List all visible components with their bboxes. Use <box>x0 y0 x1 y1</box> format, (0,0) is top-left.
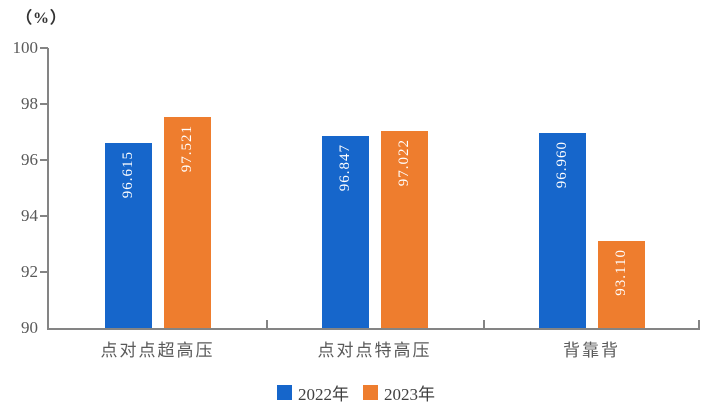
bar-value-label-wrap: 96.960 <box>539 141 586 188</box>
legend-item-2022年: 2022年 <box>277 380 349 405</box>
legend-item-2023年: 2023年 <box>363 380 435 405</box>
bar-value-label-wrap: 97.521 <box>164 125 211 172</box>
bar-2022年-背靠背: 96.960 <box>538 133 586 328</box>
bar-2023年-点对点特高压: 97.022 <box>380 131 428 328</box>
plot-area: 90 92 94 96 98 100 96.615 97.521 点对点超高压 96.847 97.… <box>13 39 700 360</box>
x-axis-category-label: 点对点超高压 <box>100 341 215 360</box>
bar-value-label: 93.110 <box>612 248 629 296</box>
y-axis-tick <box>40 47 48 49</box>
y-axis-tick <box>40 271 48 273</box>
y-axis-tick-label: 92 <box>21 262 38 281</box>
bar-value-label-wrap: 97.022 <box>381 139 428 186</box>
bar-value-label-wrap: 93.110 <box>598 249 645 296</box>
bar-value-label: 96.615 <box>119 150 136 199</box>
bar-value-label: 97.022 <box>395 139 412 187</box>
bar-value-label-wrap: 96.615 <box>105 151 152 198</box>
y-axis-unit-label: （%） <box>16 10 68 27</box>
legend-label: 2023年 <box>384 385 435 404</box>
y-axis-tick-label: 94 <box>21 206 38 225</box>
x-axis-boundary-tick <box>698 320 700 328</box>
x-axis-category-label: 背靠背 <box>563 341 620 360</box>
x-axis-category-label: 点对点特高压 <box>317 341 432 360</box>
x-axis-boundary-tick <box>483 320 485 328</box>
bar-value-label-wrap: 96.847 <box>322 144 369 191</box>
bar-2023年-背靠背: 93.110 <box>597 240 645 328</box>
legend: 2022年 2023年 <box>0 380 712 405</box>
bar-value-label: 96.960 <box>553 141 570 189</box>
legend-swatch-icon <box>277 385 292 400</box>
y-axis-tick <box>40 103 48 105</box>
bar-2022年-点对点超高压: 96.615 <box>104 142 152 328</box>
y-axis-tick-label: 100 <box>12 38 39 57</box>
legend-swatch-icon <box>363 385 378 400</box>
bar-value-label: 97.521 <box>178 125 195 173</box>
y-axis-tick-label: 98 <box>21 94 38 113</box>
y-axis-tick <box>40 159 48 161</box>
x-axis-boundary-tick <box>266 320 268 328</box>
bar-2022年-点对点特高压: 96.847 <box>321 136 369 328</box>
legend-label: 2022年 <box>298 385 349 404</box>
y-axis-tick-label: 96 <box>21 150 38 169</box>
bar-value-label: 96.847 <box>336 144 353 192</box>
y-axis-tick-label: 90 <box>21 318 38 337</box>
bar-2023年-点对点超高压: 97.521 <box>163 117 211 328</box>
y-axis-tick <box>40 215 48 217</box>
